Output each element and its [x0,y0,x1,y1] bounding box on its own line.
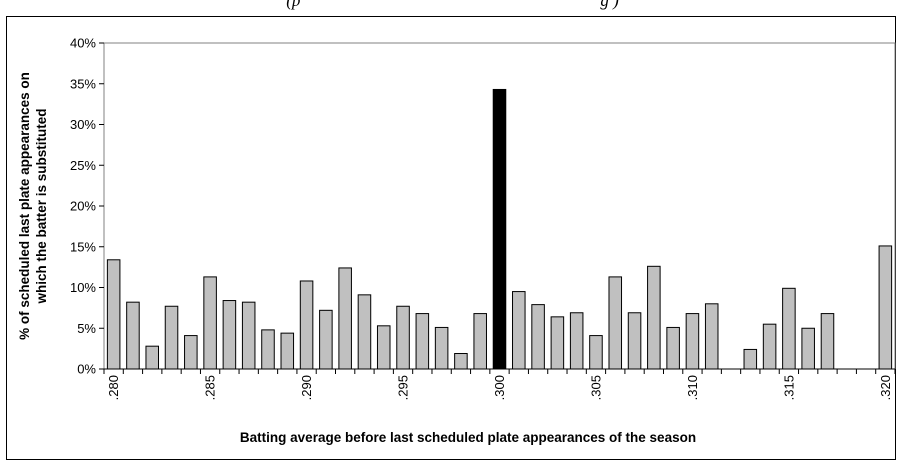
bar [647,265,661,370]
bar [473,313,487,370]
y-axis-title-line1: % of scheduled last plate appearances on [17,72,32,340]
bar [801,327,815,370]
bar [145,345,160,370]
y-tick-label: 30% [70,117,96,132]
x-tick-label: .300 [492,375,507,400]
bar [319,309,333,370]
x-tick-label: .280 [106,375,121,400]
bar [762,323,777,370]
y-tick-label: 0% [77,362,96,377]
x-tick-label: .290 [299,375,314,400]
bar [666,326,680,370]
bar [820,313,835,370]
bar [454,353,468,370]
top-caption-end: g ) [600,0,619,10]
bar [569,312,584,370]
bar [357,294,372,370]
bar [203,276,217,370]
bar [434,326,449,370]
x-tick-label: .310 [685,375,700,400]
bar [261,329,275,370]
x-tick-label: .315 [781,375,796,400]
y-axis-title: % of scheduled last plate appearances on… [17,72,49,340]
bar [299,280,314,370]
y-tick-label: 20% [70,199,96,214]
bar [589,335,603,370]
bar [685,313,700,370]
y-tick-label: 40% [70,36,96,51]
bar [531,304,545,370]
bar [743,348,758,370]
top-caption: (p g ) [0,0,905,11]
bar [704,303,719,370]
bar [878,245,893,370]
bar [396,305,410,370]
bar [184,335,198,370]
bar [608,276,623,370]
bar [512,291,526,370]
x-tick-label: .320 [878,375,893,400]
y-tick-label: 25% [70,158,96,173]
bar [222,300,237,370]
bar [415,313,430,370]
y-tick-label: 5% [77,321,96,336]
x-tick-label: .305 [588,375,603,400]
bar [338,267,352,370]
y-axis-title-line2: which the batter is substituted [34,108,49,304]
bar [164,305,179,370]
bar [550,316,565,370]
x-axis-title: Batting average before last scheduled pl… [240,430,696,445]
bar [106,259,121,370]
bar [241,301,256,370]
top-caption-start: (p [286,0,301,10]
bar-highlight [492,88,507,370]
bar [376,325,391,370]
x-tick-label: .295 [396,375,411,400]
bar [627,312,642,370]
x-tick-label: .285 [203,375,218,400]
y-tick-label: 10% [70,280,96,295]
y-tick-label: 15% [70,239,96,254]
bar [280,332,295,370]
y-tick-label: 35% [70,76,96,91]
bar [782,287,796,370]
bar [126,301,140,370]
